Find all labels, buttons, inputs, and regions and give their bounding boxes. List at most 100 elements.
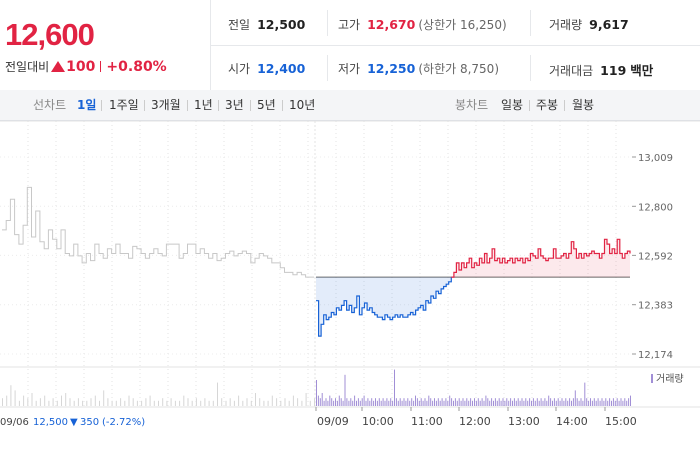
volume-bar: [367, 398, 369, 406]
volume-bar: [552, 400, 553, 406]
today-line-up: [451, 238, 631, 278]
volume-bar: [384, 400, 386, 406]
volume-bar-prev: [35, 400, 37, 406]
volume-bar: [523, 400, 525, 406]
x-axis: 09/09 10:00 11:00 12:00 13:00 14:00 15:00: [315, 407, 637, 428]
volume-bar: [422, 400, 424, 406]
volume-bar: [376, 400, 378, 406]
prev-day-date: 09/06: [0, 417, 29, 428]
amount-value: 119: [600, 63, 627, 78]
candle-daily-tab[interactable]: 일봉: [501, 98, 524, 112]
volume-bar: [477, 398, 479, 406]
volume-bar: [361, 398, 363, 406]
range-1y-tab[interactable]: 1년: [194, 98, 213, 112]
volume-bar: [409, 400, 411, 406]
volume-bar: [335, 398, 336, 406]
volume-bar-prev: [200, 400, 202, 406]
range-3y-tab[interactable]: 3년: [225, 98, 244, 112]
volume-bar-prev: [246, 398, 248, 406]
open-value: 12,400: [257, 61, 306, 76]
volume-bar: [500, 400, 502, 406]
volume-bar: [508, 400, 510, 406]
volume-bar: [392, 400, 394, 406]
volume-bar-prev: [52, 398, 54, 406]
range-1w-tab[interactable]: 1주일: [109, 98, 139, 112]
volume-bar: [510, 398, 512, 406]
volume-bar: [506, 398, 508, 406]
volume-bar: [561, 398, 563, 406]
volume-bar: [460, 400, 462, 406]
range-3m-tab[interactable]: 3개월: [151, 98, 181, 112]
volume-bar: [430, 398, 432, 406]
tab-separator: [529, 100, 530, 111]
volume-bar: [340, 398, 342, 406]
volume-bar: [550, 398, 552, 406]
volume-bar: [323, 400, 325, 406]
previous-day-line: [2, 186, 314, 278]
candle-monthly-tab[interactable]: 월봉: [572, 98, 595, 112]
volume-bar-prev: [276, 398, 278, 406]
volume-bar: [572, 398, 574, 406]
volume-bar: [555, 400, 557, 406]
volume-bar: [605, 398, 607, 406]
volume-bar: [397, 400, 399, 406]
volume-bar: [538, 400, 540, 406]
volume-bar-prev: [124, 400, 126, 406]
volume-bar: [413, 400, 415, 406]
volume-bar: [333, 400, 335, 406]
volume-bar: [485, 395, 487, 406]
volume-bar-prev: [27, 398, 29, 406]
volume-bar-prev: [141, 400, 143, 406]
volume-bar-prev: [77, 398, 79, 406]
volume-bar: [470, 398, 472, 406]
volume-bar: [451, 398, 453, 406]
change-separator: [100, 61, 102, 72]
range-5y-tab[interactable]: 5년: [257, 98, 276, 112]
volume-bar: [331, 398, 333, 406]
volume-bar: [356, 400, 357, 406]
volume-bar-prev: [14, 390, 16, 406]
volume-bar: [521, 398, 523, 406]
y-tick-label: 13,009: [638, 153, 673, 164]
volume-bar: [456, 400, 458, 406]
volume-bar-prev: [82, 400, 84, 406]
change-label: 전일대비: [5, 60, 50, 74]
volume-bar-prev: [183, 395, 185, 406]
volume-bar: [571, 400, 572, 406]
volume-bar: [394, 369, 395, 406]
volume-bar-prev: [107, 398, 109, 406]
amount-unit: 백만: [630, 63, 654, 78]
low-cell: 저가 12,250 (하한가 8,750): [338, 60, 499, 77]
current-price-block: 12,600 전일대비 100 +0.80%: [5, 14, 167, 75]
volume-bar: [487, 398, 489, 406]
volume-bar: [416, 398, 418, 406]
range-10y-tab[interactable]: 10년: [289, 98, 316, 112]
amount-label: 거래대금: [549, 64, 594, 78]
volume-bar: [574, 390, 576, 406]
volume-bar: [616, 398, 618, 406]
volume-bar: [363, 395, 365, 406]
upper-limit: (상한가 16,250): [418, 18, 507, 32]
volume-bar: [369, 400, 371, 406]
volume-bar-prev: [149, 395, 151, 406]
volume-bar-prev: [111, 400, 113, 406]
volume-bar: [458, 398, 460, 406]
volume-bar: [483, 400, 485, 406]
volume-bar: [531, 400, 532, 406]
volume-bar: [338, 395, 340, 406]
range-1d-tab[interactable]: 1일: [77, 98, 97, 112]
volume-bar-prev: [267, 400, 269, 406]
prev-close-cell: 전일 12,500: [228, 16, 305, 33]
volume-bar: [582, 400, 584, 406]
volume-bar: [386, 398, 388, 406]
volume-bar: [466, 398, 468, 406]
volume-bar: [390, 398, 392, 406]
volume-bar: [597, 398, 599, 406]
candle-weekly-tab[interactable]: 주봉: [536, 98, 559, 112]
area-fills: [316, 239, 630, 337]
volume-bar: [567, 400, 569, 406]
volume-bar-prev: [136, 400, 138, 406]
volume-bar: [454, 398, 456, 406]
volume-bar-prev: [61, 395, 62, 406]
volume-bar: [472, 400, 473, 406]
